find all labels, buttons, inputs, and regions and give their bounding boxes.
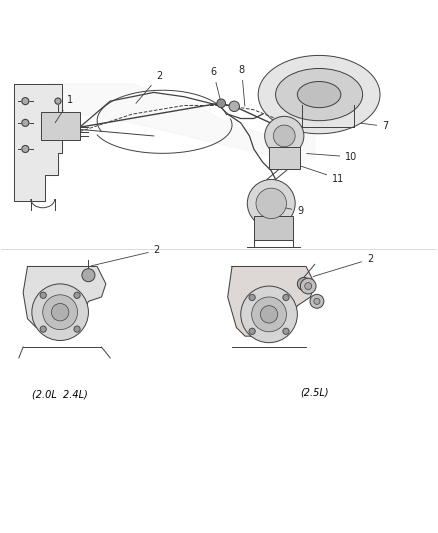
Text: 11: 11 xyxy=(291,163,344,184)
Circle shape xyxy=(300,278,316,294)
Text: 2: 2 xyxy=(136,71,162,103)
Circle shape xyxy=(22,119,29,126)
Circle shape xyxy=(229,101,240,111)
Circle shape xyxy=(273,125,295,147)
Circle shape xyxy=(249,294,255,301)
Text: 8: 8 xyxy=(239,65,245,106)
Circle shape xyxy=(283,294,289,301)
Circle shape xyxy=(43,295,78,329)
Circle shape xyxy=(217,99,226,108)
Circle shape xyxy=(283,328,289,334)
Circle shape xyxy=(40,326,46,332)
Text: (2.0L  2.4L): (2.0L 2.4L) xyxy=(32,390,88,400)
Circle shape xyxy=(74,326,80,332)
Ellipse shape xyxy=(258,55,380,134)
Circle shape xyxy=(55,98,61,104)
Text: 7: 7 xyxy=(361,122,389,132)
Circle shape xyxy=(32,284,88,341)
Text: 2: 2 xyxy=(91,245,160,266)
Bar xyxy=(269,147,300,168)
Circle shape xyxy=(22,98,29,104)
Polygon shape xyxy=(14,84,62,201)
Circle shape xyxy=(82,269,95,282)
Circle shape xyxy=(256,188,286,219)
Text: 1: 1 xyxy=(55,95,73,123)
Ellipse shape xyxy=(276,68,363,120)
Circle shape xyxy=(249,328,255,334)
Circle shape xyxy=(297,277,311,290)
Circle shape xyxy=(265,116,304,156)
Bar xyxy=(254,216,293,240)
Circle shape xyxy=(74,292,80,298)
Text: 10: 10 xyxy=(307,152,357,162)
Text: 6: 6 xyxy=(210,67,220,101)
Circle shape xyxy=(22,146,29,152)
Circle shape xyxy=(260,305,278,323)
Circle shape xyxy=(310,294,324,308)
Text: (2.5L): (2.5L) xyxy=(300,387,329,398)
Polygon shape xyxy=(53,84,315,162)
Circle shape xyxy=(51,303,69,321)
Circle shape xyxy=(247,180,295,228)
Circle shape xyxy=(252,297,286,332)
Polygon shape xyxy=(228,266,315,336)
Circle shape xyxy=(314,298,320,304)
Text: 9: 9 xyxy=(278,206,304,216)
Bar xyxy=(41,112,80,140)
Circle shape xyxy=(305,282,312,289)
Circle shape xyxy=(40,292,46,298)
Polygon shape xyxy=(23,266,106,332)
Ellipse shape xyxy=(297,82,341,108)
Circle shape xyxy=(241,286,297,343)
Text: 2: 2 xyxy=(313,254,373,277)
